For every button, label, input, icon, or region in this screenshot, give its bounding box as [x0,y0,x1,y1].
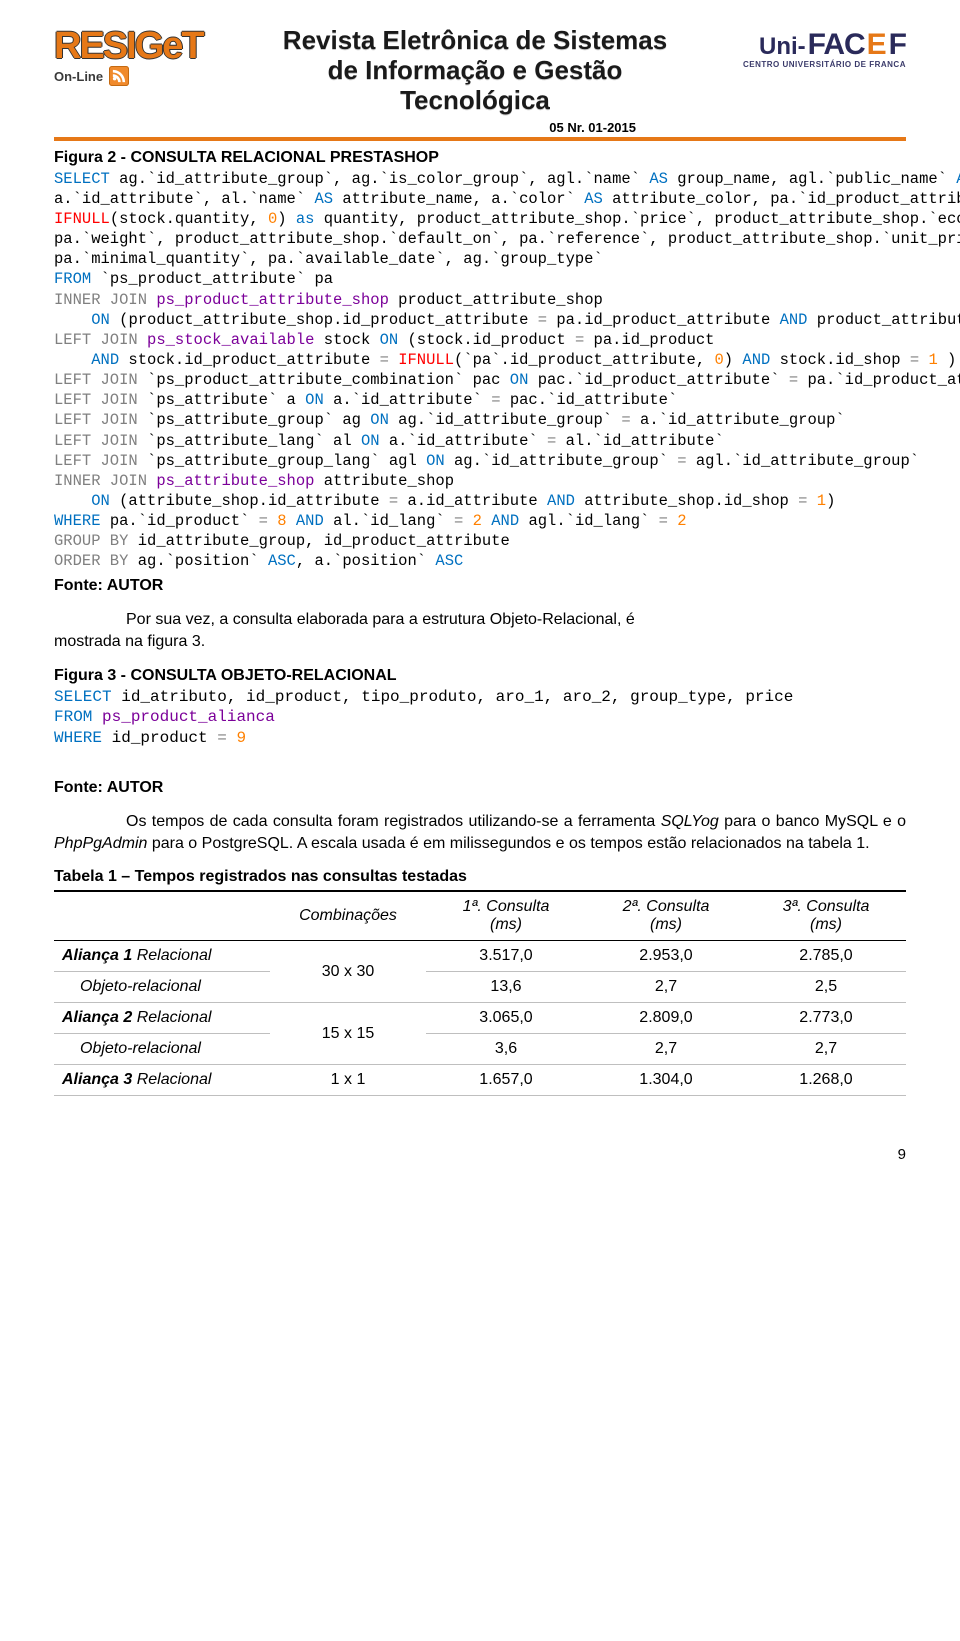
journal-header: RESIGeT On-Line Revista Eletrônica de Si… [54,28,906,135]
table-head: Combinações 1ª. Consulta(ms) 2ª. Consult… [54,891,906,941]
th-c1: 1ª. Consulta(ms) [426,891,586,941]
table-title: Tabela 1 – Tempos registrados nas consul… [54,868,906,886]
th-c2: 2ª. Consulta(ms) [586,891,746,941]
comb-1: 1 x 1 [270,1065,426,1096]
page-container: RESIGeT On-Line Revista Eletrônica de Si… [0,0,960,1193]
unifacef-logo: Uni- FAC E F [696,28,906,62]
journal-title-1: Revista Eletrônica de Sistemas [254,26,696,56]
header-rule [54,137,906,141]
rss-icon [109,66,129,86]
issue-number: 05 Nr. 01-2015 [254,120,636,135]
journal-title-2: de Informação e Gestão Tecnológica [254,56,696,116]
uni-subtitle: CENTRO UNIVERSITÁRIO DE FRANCA [696,60,906,69]
kw-select: SELECT [54,170,110,188]
uni-prefix: Uni- [759,33,806,61]
paragraph-2: Os tempos de cada consulta foram registr… [54,811,906,854]
results-table: Combinações 1ª. Consulta(ms) 2ª. Consult… [54,890,906,1096]
uni-e: E [867,28,887,62]
table-row: Aliança 3 Relacional 1 x 1 1.657,0 1.304… [54,1065,906,1096]
th-blank [54,891,270,941]
header-center: Revista Eletrônica de Sistemas de Inform… [254,26,696,135]
page-number: 9 [54,1146,906,1163]
sql-query-prestashop: SELECT ag.`id_attribute_group`, ag.`is_c… [54,169,906,572]
header-right: Uni- FAC E F CENTRO UNIVERSITÁRIO DE FRA… [696,28,906,69]
sql-query-or: SELECT id_atributo, id_product, tipo_pro… [54,687,906,749]
table-body: Aliança 1 Relacional 30 x 30 3.517,0 2.9… [54,941,906,1096]
comb-15: 15 x 15 [270,1003,426,1065]
online-row: On-Line [54,66,254,86]
th-c3: 3ª. Consulta(ms) [746,891,906,941]
fig2-fonte: Fonte: AUTOR [54,577,906,595]
uni-fac: FAC [808,28,865,62]
table-row: Aliança 2 Relacional 15 x 15 3.065,0 2.8… [54,1003,906,1034]
th-comb: Combinações [270,891,426,941]
comb-30: 30 x 30 [270,941,426,1003]
resiget-logo: RESIGeT [54,28,254,64]
fig2-caption: Figura 2 - CONSULTA RELACIONAL PRESTASHO… [54,149,906,167]
table-row: Aliança 1 Relacional 30 x 30 3.517,0 2.9… [54,941,906,972]
table-row: Objeto-relacional 13,6 2,7 2,5 [54,972,906,1003]
header-left: RESIGeT On-Line [54,28,254,86]
paragraph-1: Por sua vez, a consulta elaborada para a… [54,609,906,652]
fig3-fonte: Fonte: AUTOR [54,779,906,797]
table-row: Objeto-relacional 3,6 2,7 2,7 [54,1034,906,1065]
uni-f: F [889,28,906,62]
online-label: On-Line [54,69,103,84]
fig3-caption: Figura 3 - CONSULTA OBJETO-RELACIONAL [54,667,906,685]
